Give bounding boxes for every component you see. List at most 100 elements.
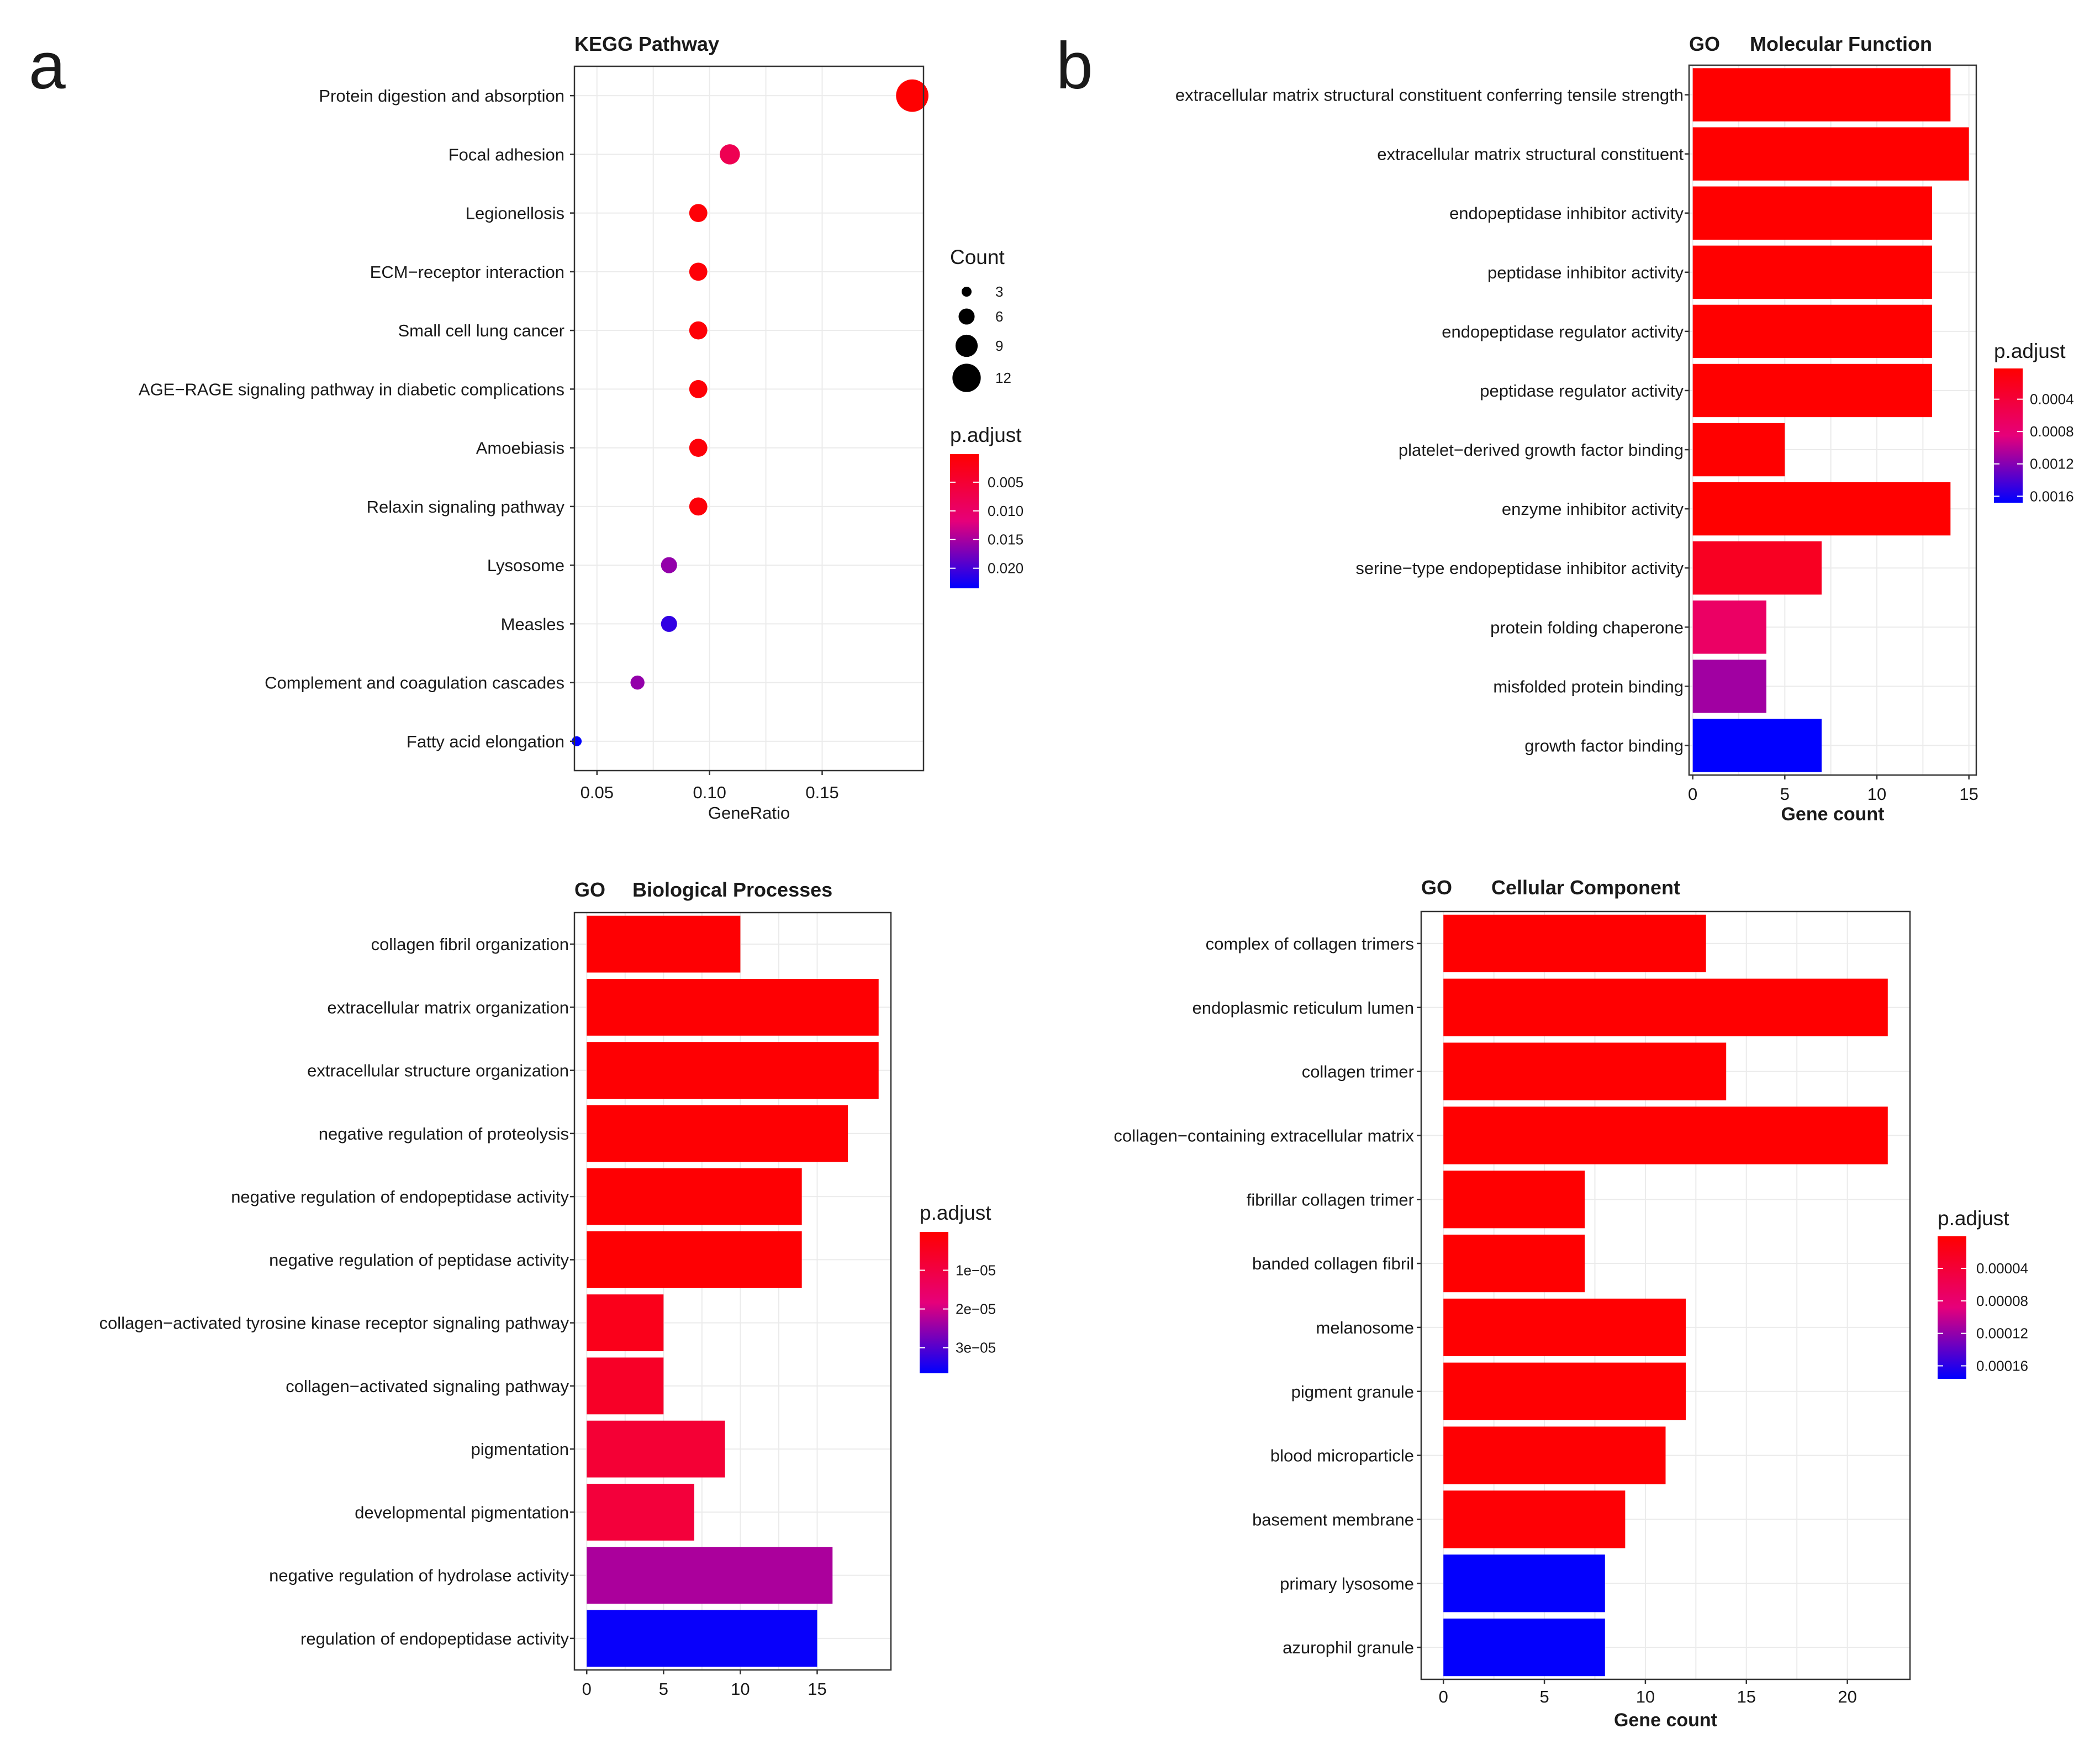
color-legend-bar bbox=[1938, 1236, 1966, 1379]
data-point bbox=[689, 497, 708, 516]
data-point bbox=[896, 79, 928, 112]
category-label: complex of collagen trimers bbox=[1206, 934, 1414, 953]
plot-background bbox=[574, 66, 924, 771]
data-point bbox=[661, 615, 677, 632]
category-label: Amoebiasis bbox=[476, 439, 564, 458]
plot-frame bbox=[573, 65, 925, 772]
category-label: azurophil granule bbox=[1283, 1638, 1414, 1657]
data-point bbox=[689, 439, 708, 457]
category-label: endoplasmic reticulum lumen bbox=[1193, 998, 1414, 1018]
panel-label-a: a bbox=[29, 29, 66, 103]
category-label: endopeptidase inhibitor activity bbox=[1449, 204, 1684, 223]
bar bbox=[587, 1294, 664, 1352]
category-label: extracellular matrix structural constitu… bbox=[1377, 145, 1684, 164]
category-label: serine−type endopeptidase inhibitor acti… bbox=[1355, 558, 1684, 578]
x-axis-title: Gene count bbox=[1614, 1710, 1717, 1731]
size-legend-title: Count bbox=[950, 246, 1005, 268]
bar bbox=[1443, 1362, 1686, 1420]
data-point bbox=[689, 380, 708, 398]
category-label: platelet−derived growth factor binding bbox=[1399, 440, 1684, 460]
bar bbox=[587, 1610, 817, 1667]
bar bbox=[1443, 1106, 1888, 1164]
x-tick-label: 0 bbox=[1439, 1687, 1448, 1706]
bar bbox=[1443, 1298, 1686, 1357]
bar bbox=[587, 1231, 802, 1288]
size-legend-dot bbox=[962, 287, 972, 297]
color-legend-label: 3e−05 bbox=[956, 1340, 996, 1356]
x-axis-title: GeneRatio bbox=[708, 803, 790, 823]
category-label: extracellular structure organization bbox=[307, 1061, 569, 1081]
x-tick-label: 5 bbox=[1780, 784, 1790, 804]
x-tick-label: 10 bbox=[731, 1679, 750, 1699]
category-label: ECM−receptor interaction bbox=[370, 262, 564, 282]
category-label: collagen trimer bbox=[1302, 1062, 1414, 1082]
bar bbox=[1692, 423, 1785, 477]
x-tick-label: 5 bbox=[1539, 1687, 1549, 1706]
plot-background bbox=[574, 913, 891, 1670]
x-tick-label: 0 bbox=[1688, 784, 1697, 804]
color-legend-title: p.adjust bbox=[1994, 340, 2066, 362]
bar bbox=[587, 978, 879, 1036]
bar bbox=[1692, 660, 1766, 713]
color-legend-label: 0.020 bbox=[988, 560, 1023, 577]
bar bbox=[1692, 482, 1951, 536]
color-legend-label: 0.005 bbox=[988, 474, 1023, 491]
bar bbox=[1692, 600, 1766, 654]
plot-frame bbox=[1688, 64, 1977, 776]
category-label: blood microparticle bbox=[1270, 1446, 1414, 1466]
x-tick-label: 10 bbox=[1636, 1687, 1655, 1706]
bar bbox=[587, 1105, 848, 1162]
category-label: Small cell lung cancer bbox=[398, 321, 564, 340]
category-label: negative regulation of peptidase activit… bbox=[269, 1250, 569, 1269]
category-label: peptidase regulator activity bbox=[1480, 381, 1684, 401]
size-legend-label: 6 bbox=[995, 308, 1003, 325]
category-label: collagen−containing extracellular matrix bbox=[1114, 1126, 1414, 1145]
bar bbox=[587, 915, 741, 973]
color-legend-label: 2e−05 bbox=[956, 1301, 996, 1318]
plot-frame bbox=[1420, 910, 1911, 1680]
x-tick-label: 10 bbox=[1867, 784, 1886, 804]
x-axis-title: Gene count bbox=[1781, 804, 1884, 825]
bar bbox=[1692, 719, 1822, 772]
color-legend-label: 0.00008 bbox=[1976, 1293, 2028, 1309]
bar bbox=[1443, 1171, 1585, 1229]
category-label: pigmentation bbox=[471, 1440, 569, 1459]
bar bbox=[1692, 304, 1932, 359]
category-label: Relaxin signaling pathway bbox=[367, 497, 565, 517]
bar bbox=[1692, 541, 1822, 595]
bar bbox=[1692, 363, 1932, 418]
category-label: fibrillar collagen trimer bbox=[1247, 1190, 1414, 1209]
category-label: Complement and coagulation cascades bbox=[265, 673, 564, 693]
size-legend-dot bbox=[958, 308, 975, 325]
category-label: collagen fibril organization bbox=[371, 935, 569, 954]
bar bbox=[1443, 978, 1888, 1036]
plot-background bbox=[1689, 65, 1976, 775]
bar bbox=[1692, 186, 1932, 240]
bar bbox=[1443, 1426, 1666, 1484]
x-tick-label: 20 bbox=[1838, 1687, 1856, 1706]
data-point bbox=[689, 204, 708, 223]
category-label: AGE−RAGE signaling pathway in diabetic c… bbox=[139, 380, 564, 399]
category-label: primary lysosome bbox=[1280, 1574, 1414, 1593]
chart-title: KEGG Pathway bbox=[574, 33, 719, 55]
color-legend-label: 1e−05 bbox=[956, 1262, 996, 1278]
data-point bbox=[661, 557, 677, 573]
color-legend-title: p.adjust bbox=[920, 1202, 991, 1224]
category-label: Lysosome bbox=[487, 556, 564, 575]
bar bbox=[1443, 914, 1706, 973]
category-label: negative regulation of hydrolase activit… bbox=[269, 1566, 569, 1585]
bar bbox=[587, 1420, 725, 1478]
data-point bbox=[630, 675, 645, 690]
x-tick-label: 0.15 bbox=[805, 783, 838, 802]
x-tick-label: 0.05 bbox=[581, 783, 614, 802]
go-molecular-function-chart: extracellular matrix structural constitu… bbox=[1175, 33, 2074, 825]
data-point bbox=[720, 144, 740, 165]
category-label: Protein digestion and absorption bbox=[319, 86, 564, 106]
color-legend-title: p.adjust bbox=[1938, 1207, 2009, 1230]
x-tick-label: 0 bbox=[582, 1679, 592, 1699]
color-legend-label: 0.0012 bbox=[2030, 456, 2074, 472]
kegg-pathway-chart: Protein digestion and absorption Focal ad… bbox=[139, 33, 1023, 823]
category-label: misfolded protein binding bbox=[1493, 677, 1684, 696]
category-label: peptidase inhibitor activity bbox=[1487, 263, 1684, 282]
go-cellular-component-chart: complex of collagen trimers endoplasmic r… bbox=[1114, 876, 2028, 1731]
